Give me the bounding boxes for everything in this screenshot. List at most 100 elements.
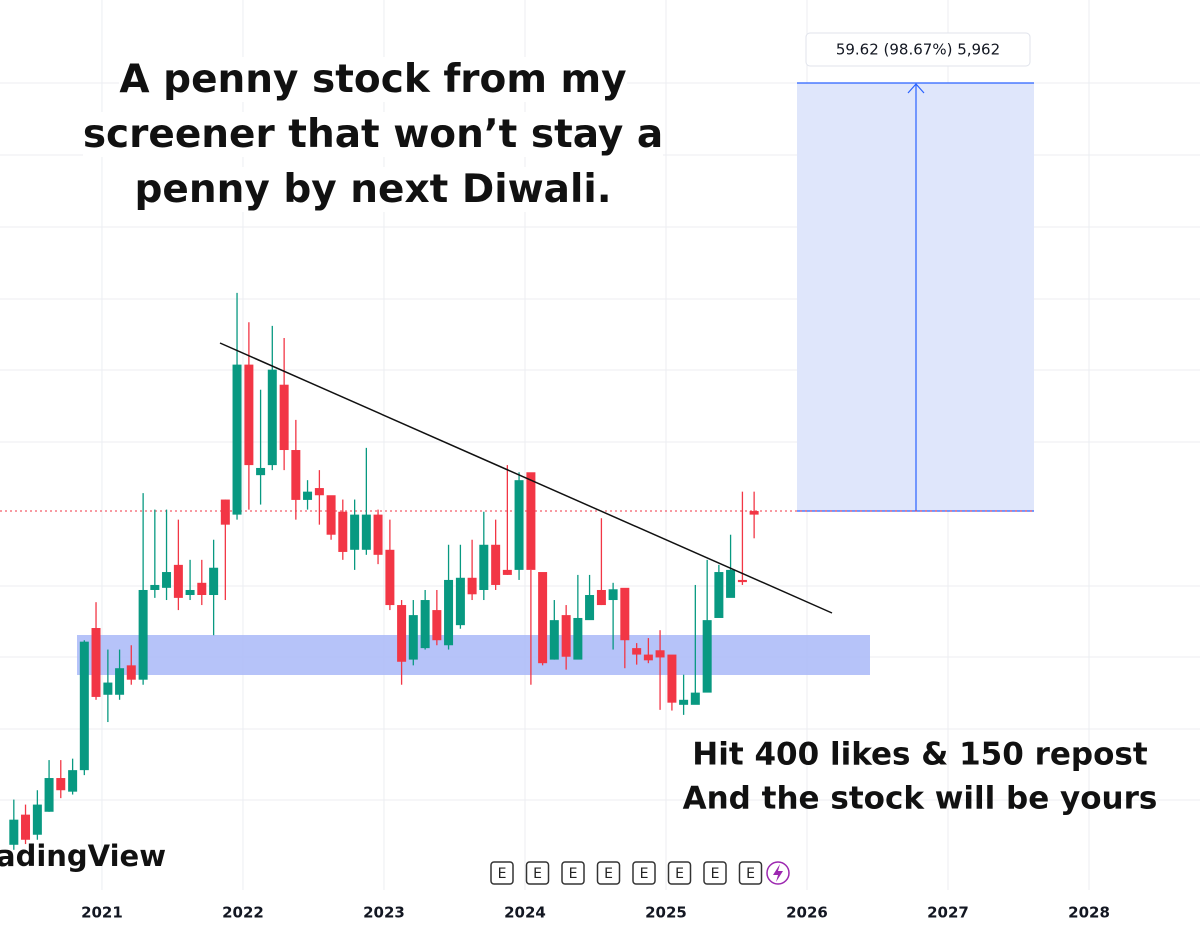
candle-body <box>350 514 360 550</box>
candle-body <box>679 699 689 705</box>
x-tick-label: 2027 <box>927 904 969 922</box>
candle-body <box>256 467 266 476</box>
x-tick-label: 2026 <box>786 904 828 922</box>
candle-body <box>173 564 183 598</box>
earnings-marker: E <box>711 866 720 882</box>
candle-body <box>397 605 407 662</box>
earnings-box <box>738 861 763 885</box>
watermark: adingView <box>0 839 166 873</box>
candle-body <box>608 589 618 601</box>
lightning <box>773 864 783 882</box>
x-tick-label: 2024 <box>504 904 546 922</box>
candle-body <box>514 480 524 570</box>
earnings-box <box>561 861 585 885</box>
candle-body <box>444 579 454 646</box>
candle-body <box>303 491 313 500</box>
candle-body <box>338 511 348 552</box>
candle-body <box>314 488 324 496</box>
candle-body <box>455 577 465 626</box>
x-tick-label: 2025 <box>645 904 687 922</box>
annotation: Hit 400 likes & 150 repost <box>692 737 1148 773</box>
candle-body <box>479 544 489 590</box>
candle-body <box>737 579 747 583</box>
earnings-box <box>596 861 621 885</box>
candle-body <box>432 610 442 641</box>
chart-title: A penny stock from my screener that won’… <box>38 52 708 217</box>
chart-title-text: A penny stock from my screener that won’… <box>82 57 664 212</box>
x-tick-label: 2028 <box>1068 904 1110 922</box>
candle-body <box>44 778 54 812</box>
candle-body <box>126 665 136 680</box>
candle-body <box>373 514 383 555</box>
earnings-box <box>632 861 656 885</box>
candle-body <box>115 668 125 695</box>
earnings-box <box>525 861 550 885</box>
candle-body <box>103 682 113 695</box>
earnings-marker: E <box>533 866 542 882</box>
candle-body <box>620 587 630 641</box>
candle-body <box>267 369 277 466</box>
candle-body <box>420 600 430 649</box>
earnings-box <box>703 861 727 885</box>
candle-body <box>491 544 501 585</box>
candle-body <box>279 384 289 451</box>
candle-body <box>596 589 606 606</box>
candle-body <box>361 514 371 550</box>
earnings-marker: E <box>604 866 613 882</box>
candle-body <box>573 617 583 660</box>
candle-body <box>138 589 148 680</box>
candle-body <box>244 364 254 466</box>
candle-body <box>585 595 595 621</box>
candle-body <box>68 770 78 792</box>
candle-body <box>549 620 559 660</box>
earnings-marker: E <box>569 866 578 882</box>
candle-body <box>9 819 19 845</box>
trendline <box>219 342 833 614</box>
candle-body <box>690 692 700 705</box>
candle-body <box>385 549 395 606</box>
measure-arrow-head <box>907 83 925 94</box>
candle-body <box>526 472 536 570</box>
candle-body <box>79 641 89 771</box>
candle-body <box>326 495 336 535</box>
earnings-marker: E <box>498 866 507 882</box>
candle-body <box>714 572 724 618</box>
candle-body <box>291 450 301 500</box>
candle-body <box>91 628 101 697</box>
candles <box>9 292 759 850</box>
measure-label: 59.62 (98.67%) 5,962 <box>836 41 1000 59</box>
candle-body <box>162 572 172 588</box>
candle-body <box>655 650 665 658</box>
annotation: And the stock will be yours <box>683 781 1158 817</box>
candle-body <box>150 584 160 590</box>
earnings-marker: E <box>746 866 755 882</box>
candle-body <box>561 615 571 657</box>
x-tick-label: 2021 <box>81 904 123 922</box>
support-zone <box>77 635 870 675</box>
candle-body <box>209 567 219 596</box>
earnings-box <box>490 861 514 885</box>
candle-body <box>502 569 512 575</box>
candle-body <box>408 615 418 660</box>
candle-body <box>702 620 712 693</box>
candle-body <box>467 577 477 595</box>
candle-body <box>632 648 642 655</box>
candle-body <box>643 654 653 661</box>
candle-body <box>197 582 207 596</box>
candle-body <box>21 814 31 840</box>
candle-body <box>185 589 195 596</box>
candle-body <box>220 499 230 525</box>
measure-label-box <box>805 32 1031 67</box>
earnings-marker: E <box>675 866 684 882</box>
earnings-marker: E <box>640 866 649 882</box>
candle-body <box>32 804 42 835</box>
candle-body <box>749 511 759 515</box>
candle-body <box>726 569 736 598</box>
earnings-box <box>667 861 692 885</box>
candle-body <box>232 364 242 515</box>
candle-body <box>56 778 66 791</box>
candle-body <box>538 572 548 664</box>
x-tick-label: 2023 <box>363 904 405 922</box>
